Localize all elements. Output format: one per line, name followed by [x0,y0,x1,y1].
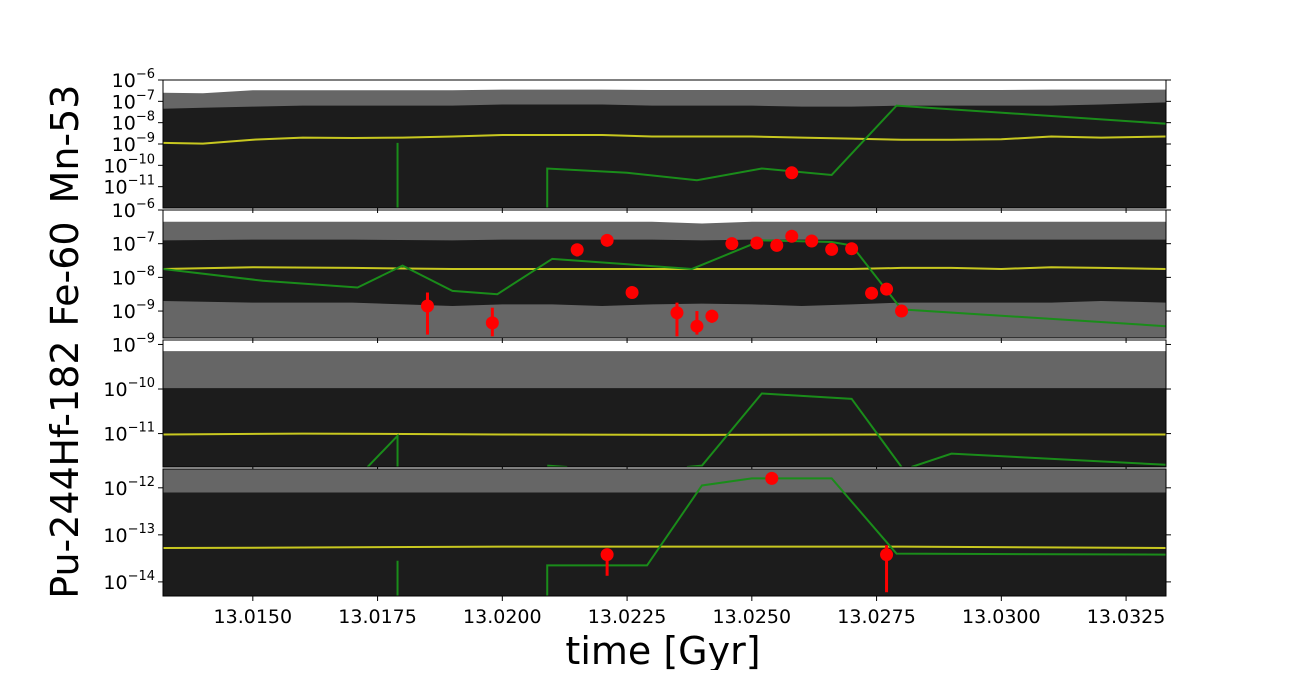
x-tick-label: 13.0225 [588,606,667,628]
panel-hf-182: 10−9 10−10 10−11 Hf-182 [43,331,1171,472]
x-axis-label: time [Gyr] [565,629,760,670]
y-tick-label: 10−10 [103,152,155,177]
y-tick-label: 10−12 [103,475,155,500]
y-tick-label: 10−11 [103,421,155,446]
y-axis-label: Pu-244 [43,466,87,599]
x-tick-label: 13.0300 [962,606,1041,628]
data-point [485,316,499,330]
data-point [725,237,739,251]
data-point [570,243,584,257]
x-axis: 13.0150 13.0175 13.0200 13.0225 13.0250 13.02… [214,606,1166,628]
data-point [880,548,894,562]
data-point [825,242,839,256]
data-point [865,286,879,300]
data-point [420,299,434,313]
data-point [765,471,779,485]
data-point [895,304,909,318]
data-point [625,286,639,300]
median-line [163,266,1166,270]
x-tick-label: 13.0175 [338,606,417,628]
data-point [600,548,614,562]
y-tick-label: 10−6 [112,197,155,222]
inner-band [163,388,1166,467]
data-point [670,306,684,320]
x-tick-label: 13.0250 [713,606,792,628]
y-tick-label: 10−9 [112,131,155,156]
y-tick-label: 10−13 [103,522,155,547]
x-tick-label: 13.0325 [1087,606,1166,628]
model-line [546,104,1166,208]
model-line [366,433,399,467]
median-line [163,134,1166,145]
y-tick-label: 10−8 [112,110,155,135]
plot-area [163,351,1166,467]
y-axis-label: Mn-53 [43,85,87,204]
x-tick-label: 13.0200 [463,606,542,628]
panel-frame [162,339,1167,468]
model-line [911,452,1166,467]
y-tick-label: 10−7 [112,231,155,256]
y-tick-label: 10−10 [103,376,155,401]
y-tick-label: 10−7 [112,88,155,113]
x-tick-label: 13.0150 [214,606,293,628]
plot-area [163,221,1166,338]
model-line [686,392,903,467]
x-tick-label: 13.0275 [837,606,916,628]
panel-frame [162,209,1167,339]
y-tick-label: 10−6 [112,67,155,92]
y-tick-label: 10−8 [112,264,155,289]
data-point [750,236,764,250]
y-tick-label: 10−9 [112,298,155,323]
median-line [163,432,1166,436]
panel-fe-60: 10−6 10−7 10−8 10−9 Fe-60 [43,197,1171,343]
data-point [845,242,859,256]
data-point [600,233,614,247]
y-axis-label: Hf-182 [43,340,87,466]
inner-band [163,239,1166,306]
y-tick-label: 10−14 [103,569,155,594]
data-point [880,282,894,296]
data-point [805,234,819,248]
data-point [705,309,719,323]
data-point [785,229,799,243]
y-tick-label: 10−9 [112,331,155,356]
data-point [770,238,784,252]
panel-frame [162,468,1167,597]
median-line [163,545,1166,550]
plot-area [163,469,1166,596]
panels: 10−610−710−810−910−1010−11Mn-5310−610−71… [43,67,1171,601]
plot-area [163,89,1166,208]
y-axis-label: Fe-60 [43,221,87,326]
y-tick-label: 10−11 [103,174,155,199]
inner-band [163,102,1166,208]
model-line [546,477,1166,596]
data-point [785,166,799,180]
inner-band [163,492,1166,596]
panel-pu-244: 10−12 10−13 10−14 Pu-244 [43,466,1171,601]
data-point [690,319,704,333]
